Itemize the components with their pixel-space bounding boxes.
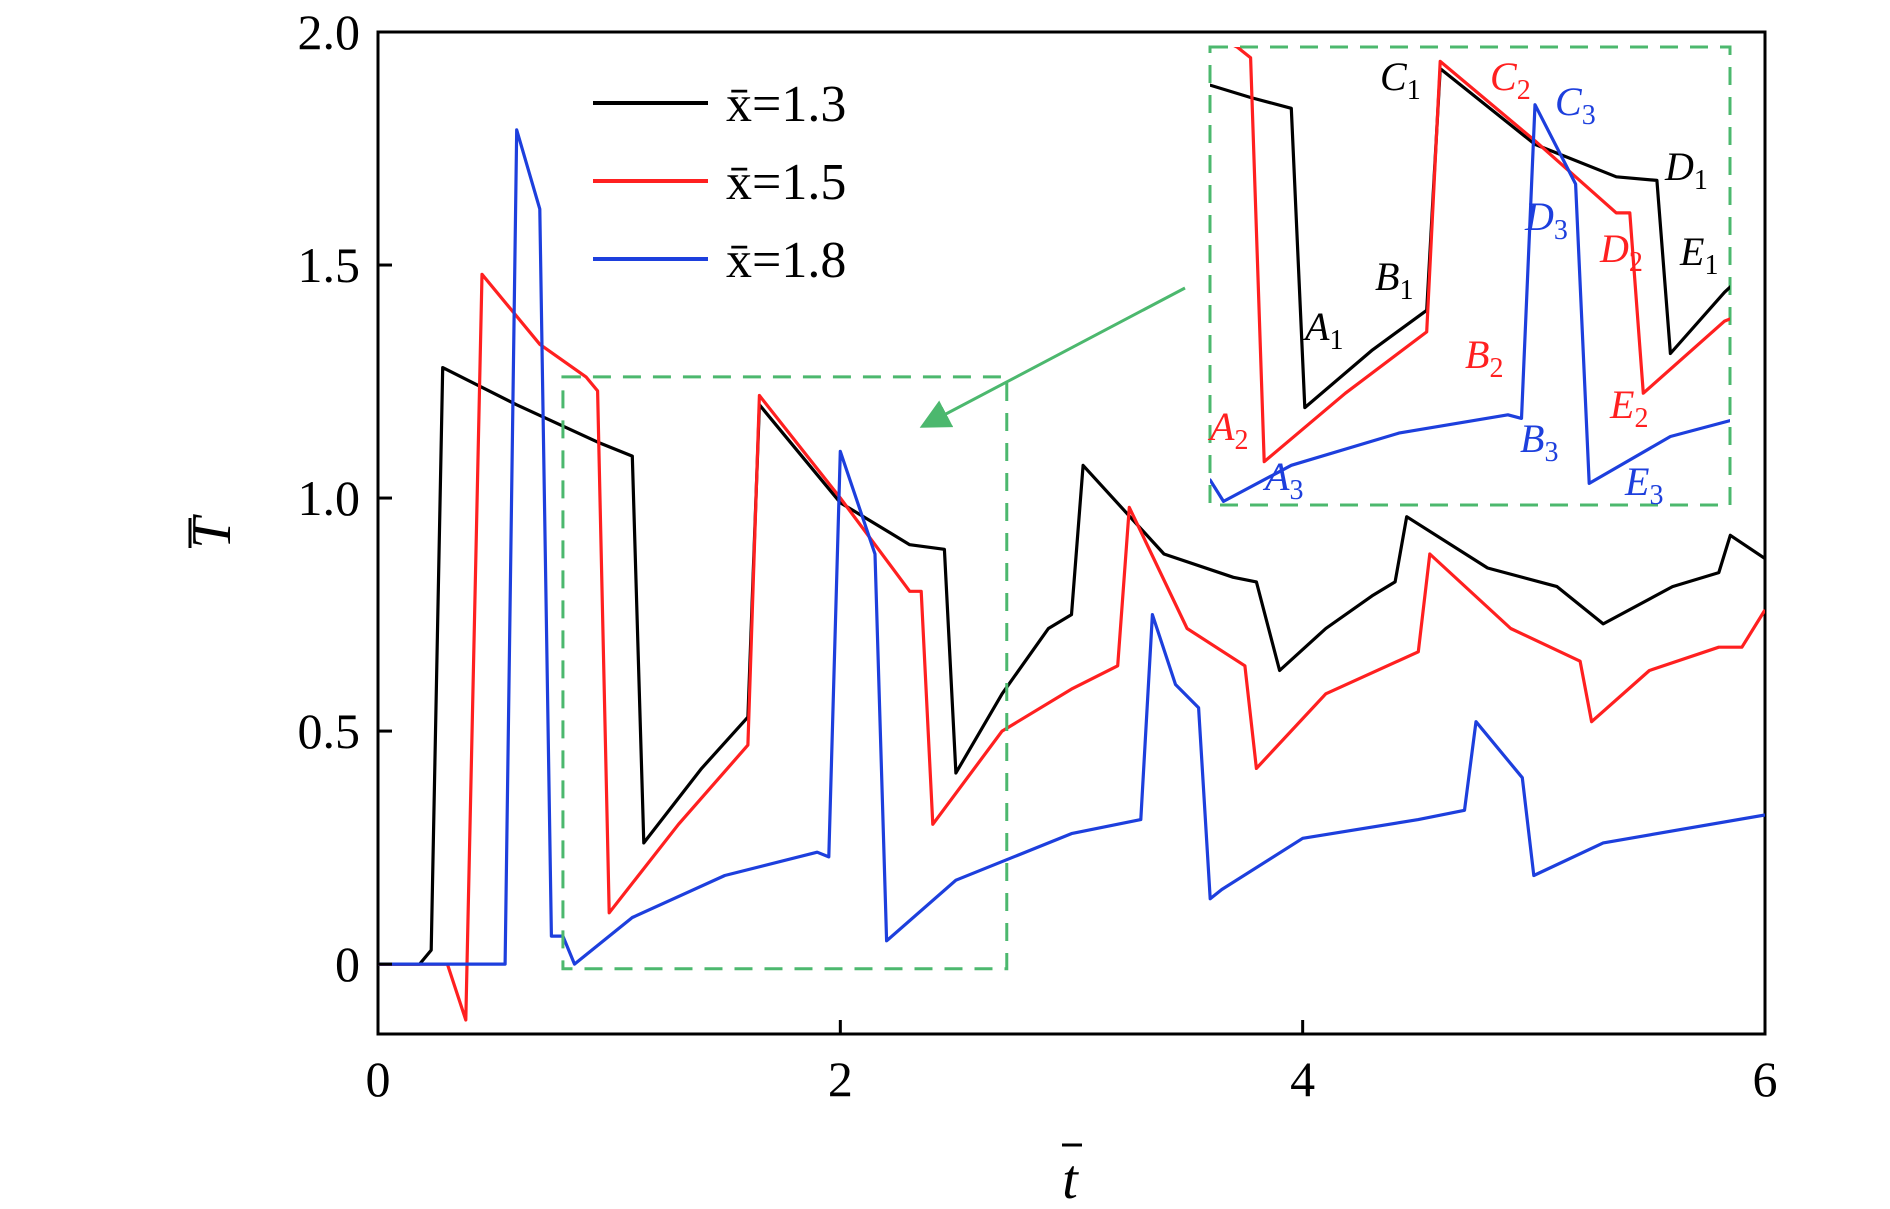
- y-tick-label: 0.5: [298, 703, 361, 759]
- axes-group: 0 2 4 6 0 0.5 1.0 1.5 2.0: [298, 4, 1778, 1107]
- inset-frame: [1208, 45, 1732, 507]
- zoom-region-box: [561, 375, 1009, 971]
- y-tick-label: 1.5: [298, 237, 361, 293]
- legend-label-2: x̄=1.5: [726, 154, 846, 211]
- point-label-c1: C1: [1380, 54, 1421, 106]
- legend: x̄=1.3 x̄=1.5 x̄=1.8: [593, 76, 846, 289]
- zoom-arrow: [919, 286, 1186, 428]
- x-tick-label: 4: [1290, 1051, 1315, 1107]
- inset-series-line-1: [1210, 66, 1730, 410]
- inset-series-line-3: [1210, 103, 1730, 503]
- y-axis-label: T: [181, 514, 243, 549]
- legend-label-1: x̄=1.3: [726, 76, 846, 133]
- x-tick-label: 0: [366, 1051, 391, 1107]
- main-series-group: [378, 128, 1765, 1022]
- svg-text:t: t: [1062, 1149, 1079, 1209]
- y-tick-label: 0: [335, 936, 360, 992]
- series-line-3: [378, 128, 1765, 966]
- x-tick-label: 2: [828, 1051, 853, 1107]
- plot-frame: [376, 30, 1767, 1036]
- series-line-1: [378, 366, 1765, 966]
- series-line-2: [378, 272, 1765, 1022]
- inset-series-line-2: [1233, 47, 1730, 464]
- x-tick-label: 6: [1753, 1051, 1778, 1107]
- y-tick-label: 1.0: [298, 470, 361, 526]
- y-tick-label: 2.0: [298, 4, 361, 60]
- legend-label-3: x̄=1.8: [726, 232, 846, 289]
- inset-series-group: [1210, 47, 1730, 503]
- x-axis-label: t: [1062, 1143, 1082, 1209]
